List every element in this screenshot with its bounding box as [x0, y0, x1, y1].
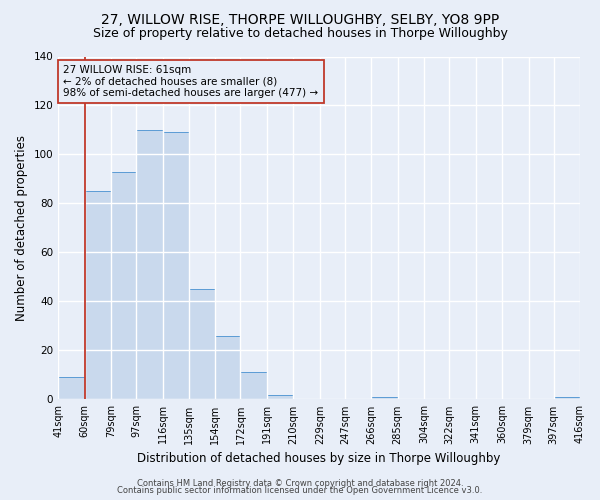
Bar [371, 397, 398, 400]
Bar [554, 397, 580, 400]
Bar [189, 289, 215, 400]
Bar [111, 172, 136, 400]
Bar [241, 372, 267, 400]
Text: Contains HM Land Registry data © Crown copyright and database right 2024.: Contains HM Land Registry data © Crown c… [137, 478, 463, 488]
Y-axis label: Number of detached properties: Number of detached properties [15, 135, 28, 321]
Bar [215, 336, 241, 400]
Text: Contains public sector information licensed under the Open Government Licence v3: Contains public sector information licen… [118, 486, 482, 495]
Bar [163, 132, 189, 400]
X-axis label: Distribution of detached houses by size in Thorpe Willoughby: Distribution of detached houses by size … [137, 452, 501, 465]
Bar [85, 191, 111, 400]
Bar [136, 130, 163, 400]
Text: 27, WILLOW RISE, THORPE WILLOUGHBY, SELBY, YO8 9PP: 27, WILLOW RISE, THORPE WILLOUGHBY, SELB… [101, 12, 499, 26]
Bar [58, 378, 85, 400]
Bar [267, 394, 293, 400]
Text: Size of property relative to detached houses in Thorpe Willoughby: Size of property relative to detached ho… [92, 28, 508, 40]
Text: 27 WILLOW RISE: 61sqm
← 2% of detached houses are smaller (8)
98% of semi-detach: 27 WILLOW RISE: 61sqm ← 2% of detached h… [64, 65, 319, 98]
